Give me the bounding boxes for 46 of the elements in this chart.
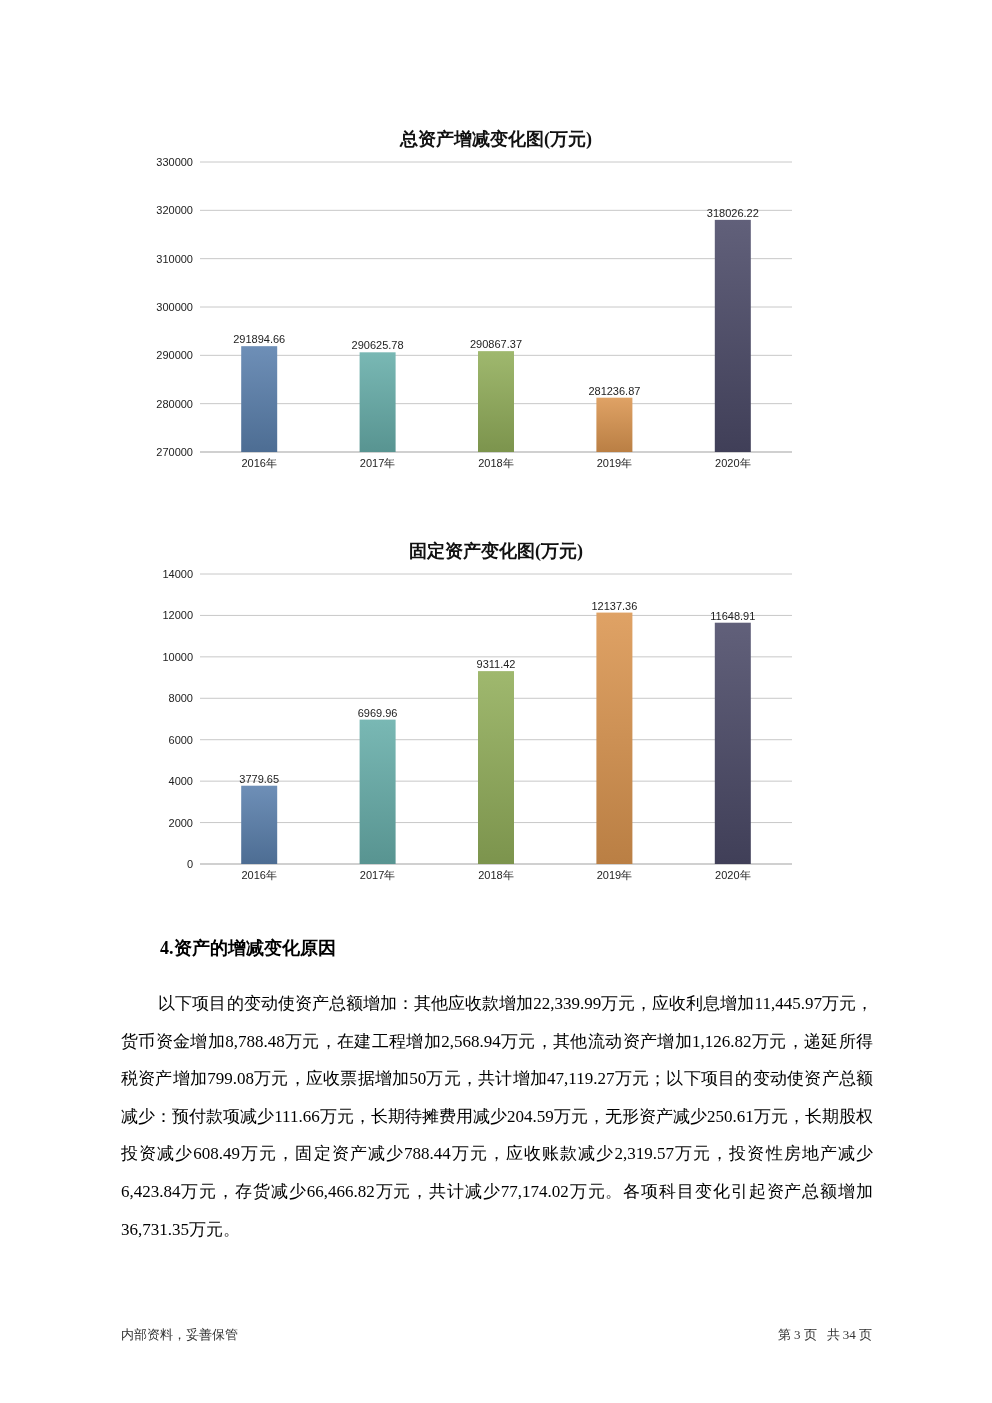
y-tick-label: 320000 [156, 204, 193, 217]
x-tick-label: 2018年 [478, 869, 514, 881]
data-label: 291894.66 [233, 333, 286, 346]
bar [596, 612, 633, 864]
y-tick-label: 310000 [156, 252, 193, 265]
chart-title: 固定资产变化图(万元) [409, 541, 583, 562]
bar [241, 785, 278, 864]
y-tick-label: 280000 [156, 397, 193, 410]
data-label: 12137.36 [591, 599, 638, 612]
text: 第 3 页 共 34 页 [776, 1326, 872, 1344]
x-tick-label: 2016年 [241, 869, 277, 881]
text: 4.资产的增减变化原因 [160, 937, 337, 960]
text: 内部资料，妥善保管 [121, 1326, 239, 1344]
x-tick-label: 2019年 [596, 869, 633, 881]
data-label: 281236.87 [588, 384, 641, 397]
x-tick-label: 2017年 [359, 869, 396, 881]
y-tick-label: 330000 [156, 156, 193, 168]
bar [714, 622, 751, 864]
data-label: 11648.91 [710, 609, 756, 622]
text: 以下项目的变动使资产总额增加：其他应收款增加22,339.99万元，应收利息增加11,445.97万元，货币资金增加8,788.48万元，在建工程增加2,568.94万元，其他流动资产增加1,126.82万元，递延所得税资产增加799.08万元，应收票据增加50万元，共计增加47,119.27万元；以下项目的变动使资产总额减少：预付款项减少111.66万元，长期待摊费用减少204.59万元，无形资产减少250.61万元，长期股权投资减少608.49万元，固定资产减少788.44万元，应收账款减少2,319.57万元，投资性房地产减少6,423.84万元，存货减少66,466.82万元，共计减少77,174.02万元。各项科目变化引起资产总额增加36,731.35万元。 [121, 993, 873, 1241]
x-tick-label: 2018年 [478, 457, 514, 469]
y-tick-label: 290000 [156, 349, 193, 362]
data-label: 9311.42 [476, 658, 516, 671]
x-tick-label: 2016年 [241, 457, 277, 469]
x-tick-label: 2017年 [359, 457, 396, 469]
data-label: 6969.96 [357, 706, 398, 719]
y-tick-label: 12000 [162, 609, 193, 622]
y-tick-label: 10000 [162, 650, 193, 663]
chart-title: 总资产增减变化图(万元) [399, 129, 592, 150]
data-label: 290867.37 [470, 338, 522, 351]
y-tick-label: 6000 [168, 733, 193, 746]
bar [359, 719, 396, 864]
bar [478, 671, 514, 864]
data-label: 3779.65 [239, 772, 280, 785]
y-tick-label: 8000 [168, 692, 193, 705]
y-tick-label: 270000 [156, 446, 193, 458]
y-tick-label: 0 [186, 858, 193, 870]
y-tick-label: 300000 [156, 301, 193, 313]
y-tick-label: 2000 [168, 816, 193, 829]
y-tick-label: 14000 [162, 568, 193, 580]
x-tick-label: 2020年 [715, 457, 751, 469]
data-label: 290625.78 [351, 339, 404, 352]
x-tick-label: 2020年 [715, 869, 751, 881]
x-tick-label: 2019年 [596, 457, 633, 469]
data-label: 318026.22 [706, 206, 759, 219]
y-tick-label: 4000 [168, 775, 193, 788]
